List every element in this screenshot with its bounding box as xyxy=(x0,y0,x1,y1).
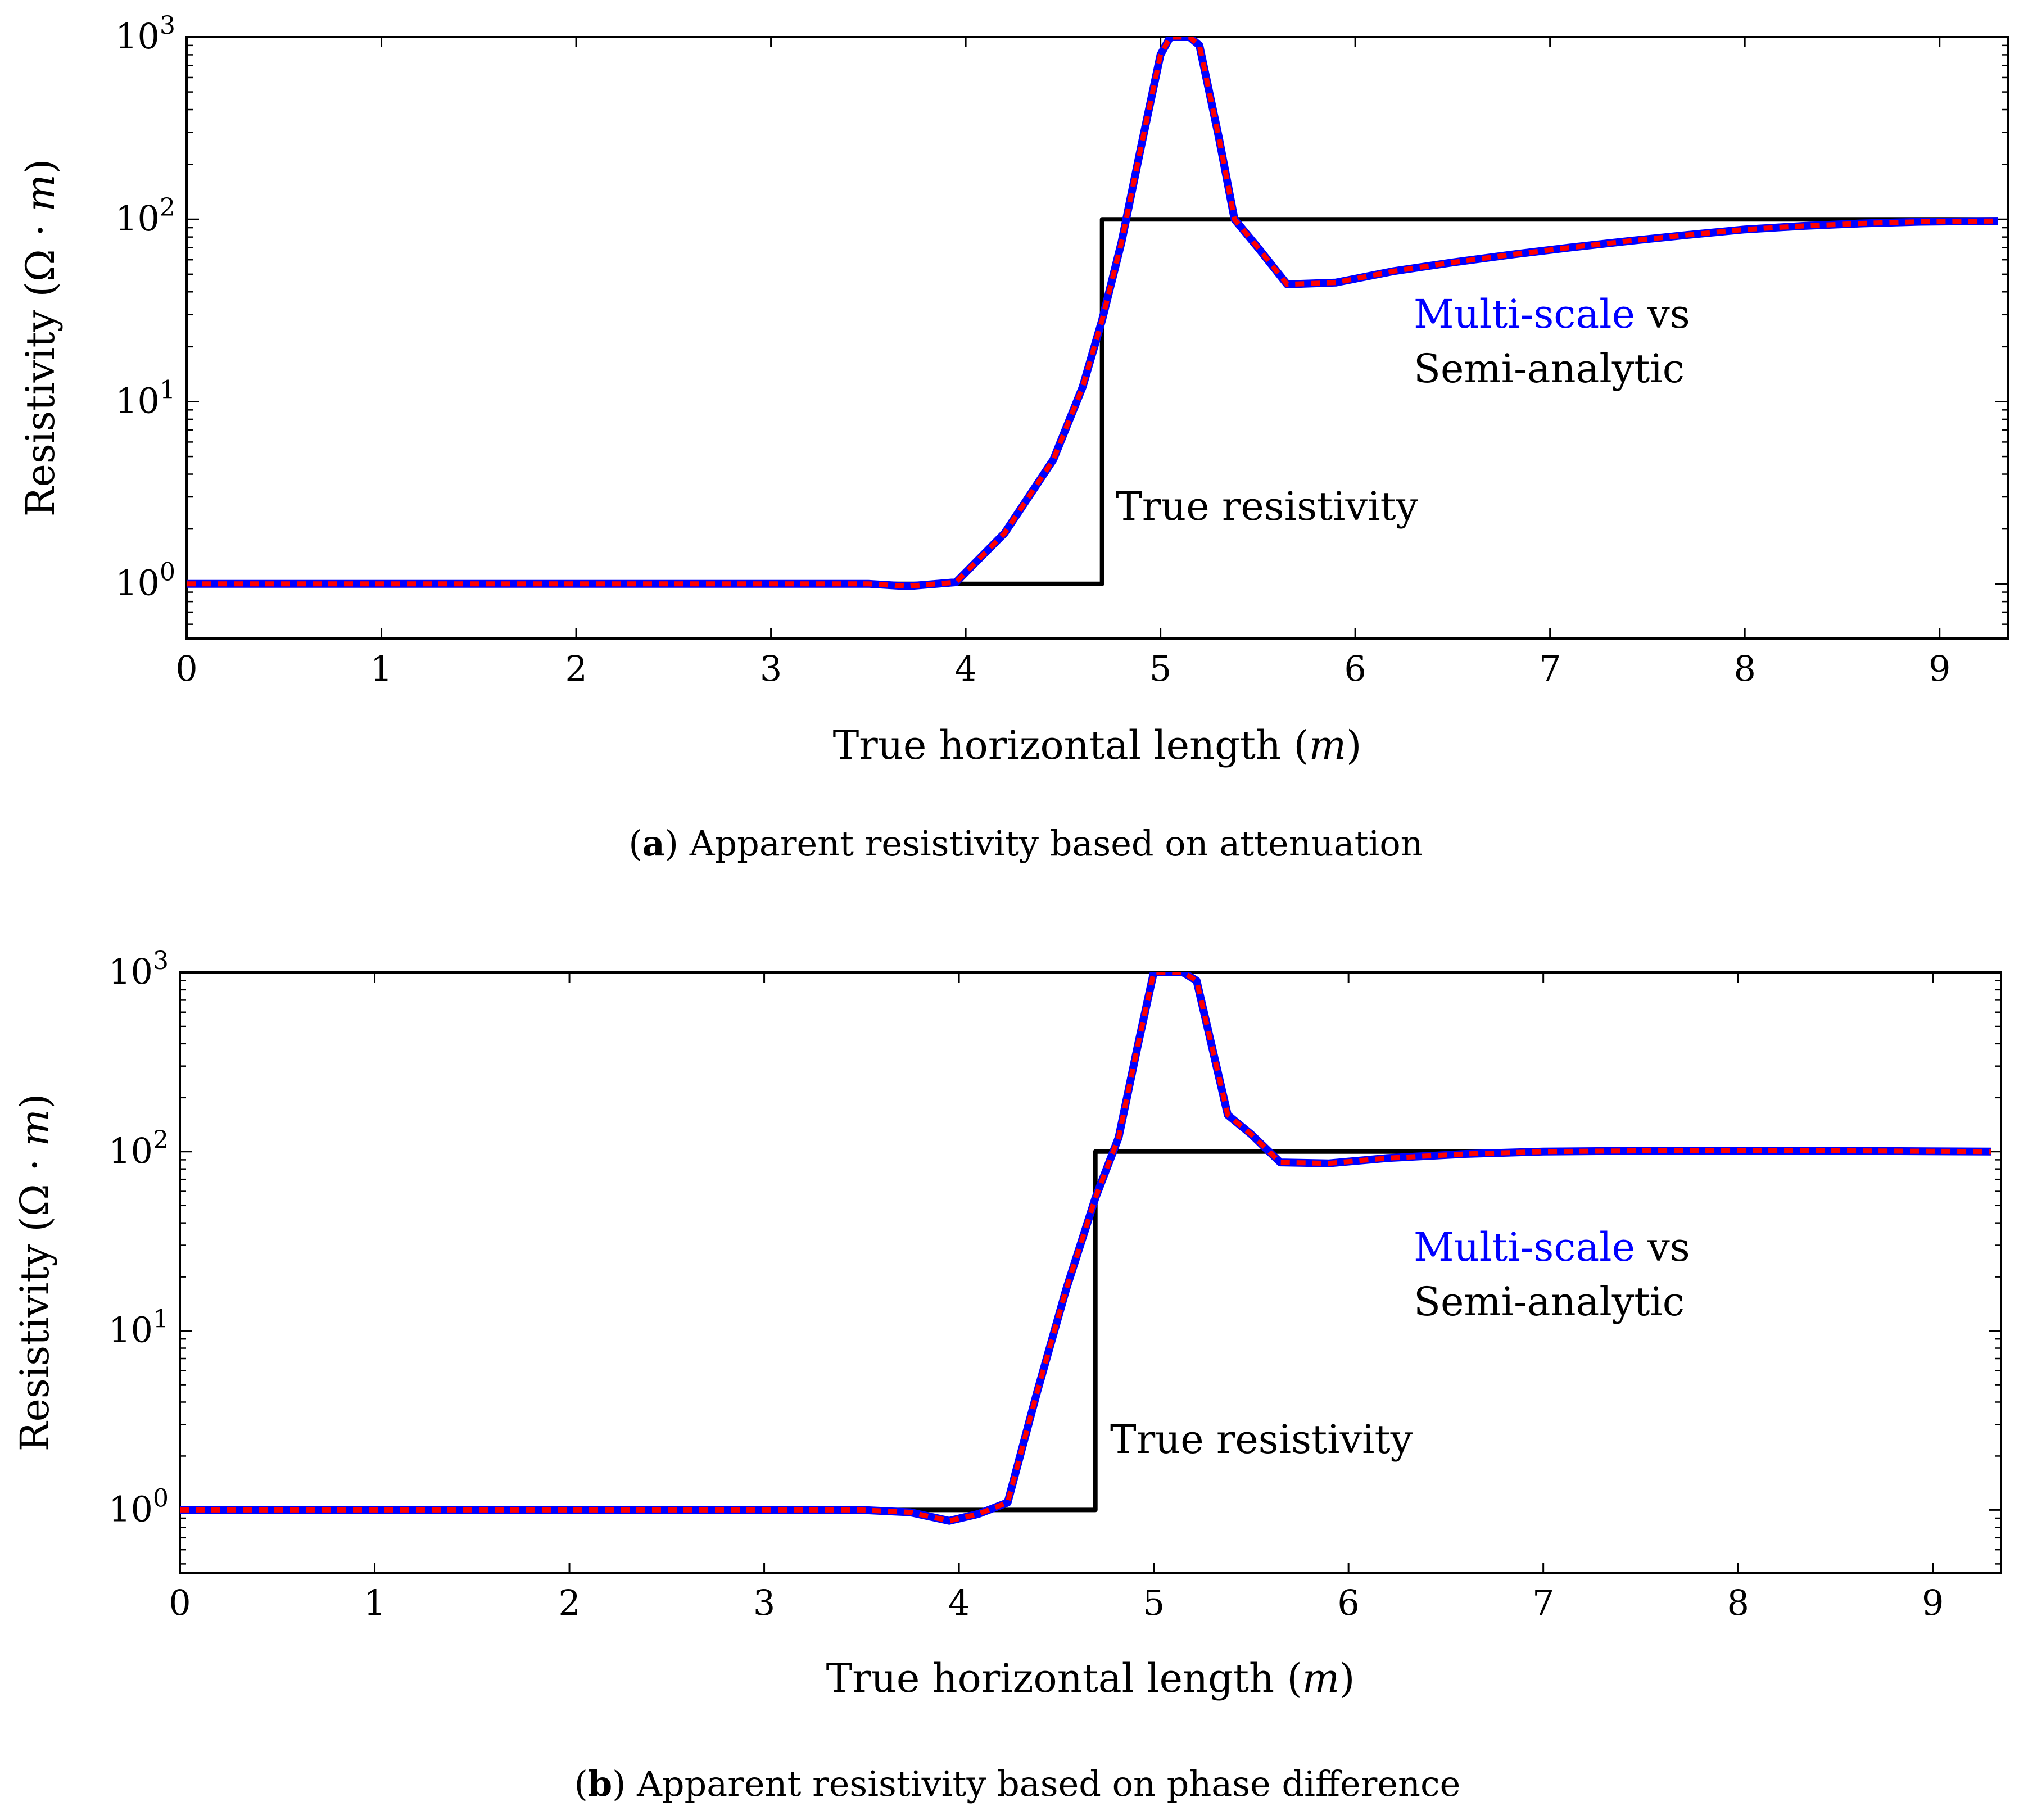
x-axis-label: True horizontal length (m) xyxy=(826,1655,1355,1701)
plot-area-frame xyxy=(179,971,2002,1574)
x-tick-label: 8 xyxy=(1727,1582,1749,1623)
legend-line-1: Multi-scale vs xyxy=(1414,291,1690,337)
caption-a: (a) Apparent resistivity based on attenu… xyxy=(628,823,1423,864)
y-axis-label: Resistivity (Ω · m) xyxy=(12,1094,58,1452)
x-tick-label: 8 xyxy=(1733,648,1755,689)
y-tick-label: 100 xyxy=(115,558,175,604)
figure-panel-b: 0 1 2 3 4 5 6 7 8 9 100 101 102 103 True resistivity … xyxy=(0,933,2019,1818)
caption-b: (b) Apparent resistivity based on phase … xyxy=(574,1763,1461,1804)
semi-analytic-line xyxy=(180,972,1991,1524)
y-tick-label: 103 xyxy=(115,11,175,57)
y-tick-label: 102 xyxy=(108,1126,169,1171)
y-axis-label: Resistivity (Ω · m) xyxy=(17,159,64,517)
x-tick-label: 7 xyxy=(1539,648,1561,689)
x-tick-label: 2 xyxy=(565,648,587,689)
legend-vs: vs xyxy=(1635,291,1690,337)
true-resistivity-annotation: True resistivity xyxy=(1110,1416,1413,1463)
semi-analytic-line xyxy=(187,37,1998,589)
x-tick-label: 1 xyxy=(364,1582,386,1623)
x-tick-label: 6 xyxy=(1337,1582,1359,1623)
legend-line-1: Multi-scale vs xyxy=(1414,1224,1690,1270)
x-tick-label: 3 xyxy=(760,648,782,689)
x-tick-label: 7 xyxy=(1532,1582,1554,1623)
y-tick-label: 103 xyxy=(108,947,169,992)
figure-panel-a: 0 1 2 3 4 5 6 7 8 9 100 101 102 103 True resistivity … xyxy=(0,0,2019,877)
x-tick-label: 0 xyxy=(175,648,197,689)
x-tick-label: 4 xyxy=(954,648,976,689)
x-tick-label: 9 xyxy=(1922,1582,1944,1623)
x-tick-label: 5 xyxy=(1143,1582,1165,1623)
x-tick-label: 1 xyxy=(370,648,392,689)
x-tick-label: 5 xyxy=(1149,648,1171,689)
legend-semi-analytic: Semi-analytic xyxy=(1414,1279,1685,1325)
x-tick-label: 0 xyxy=(169,1582,191,1623)
x-tick-label: 3 xyxy=(753,1582,775,1623)
legend-semi-analytic: Semi-analytic xyxy=(1414,346,1685,392)
x-tick-label: 6 xyxy=(1344,648,1366,689)
y-tick-label: 101 xyxy=(115,375,175,421)
y-tick-label: 100 xyxy=(108,1484,169,1529)
x-tick-label: 2 xyxy=(558,1582,580,1623)
true-resistivity-annotation: True resistivity xyxy=(1116,483,1419,529)
x-tick-label: 9 xyxy=(1929,648,1950,689)
y-tick-label: 101 xyxy=(108,1305,169,1351)
legend-multi-scale: Multi-scale xyxy=(1414,1224,1635,1270)
x-axis-label: True horizontal length (m) xyxy=(833,722,1362,768)
legend-multi-scale: Multi-scale xyxy=(1414,291,1635,337)
legend-vs: vs xyxy=(1635,1224,1690,1270)
x-tick-label: 4 xyxy=(948,1582,970,1623)
y-tick-label: 102 xyxy=(115,193,175,239)
